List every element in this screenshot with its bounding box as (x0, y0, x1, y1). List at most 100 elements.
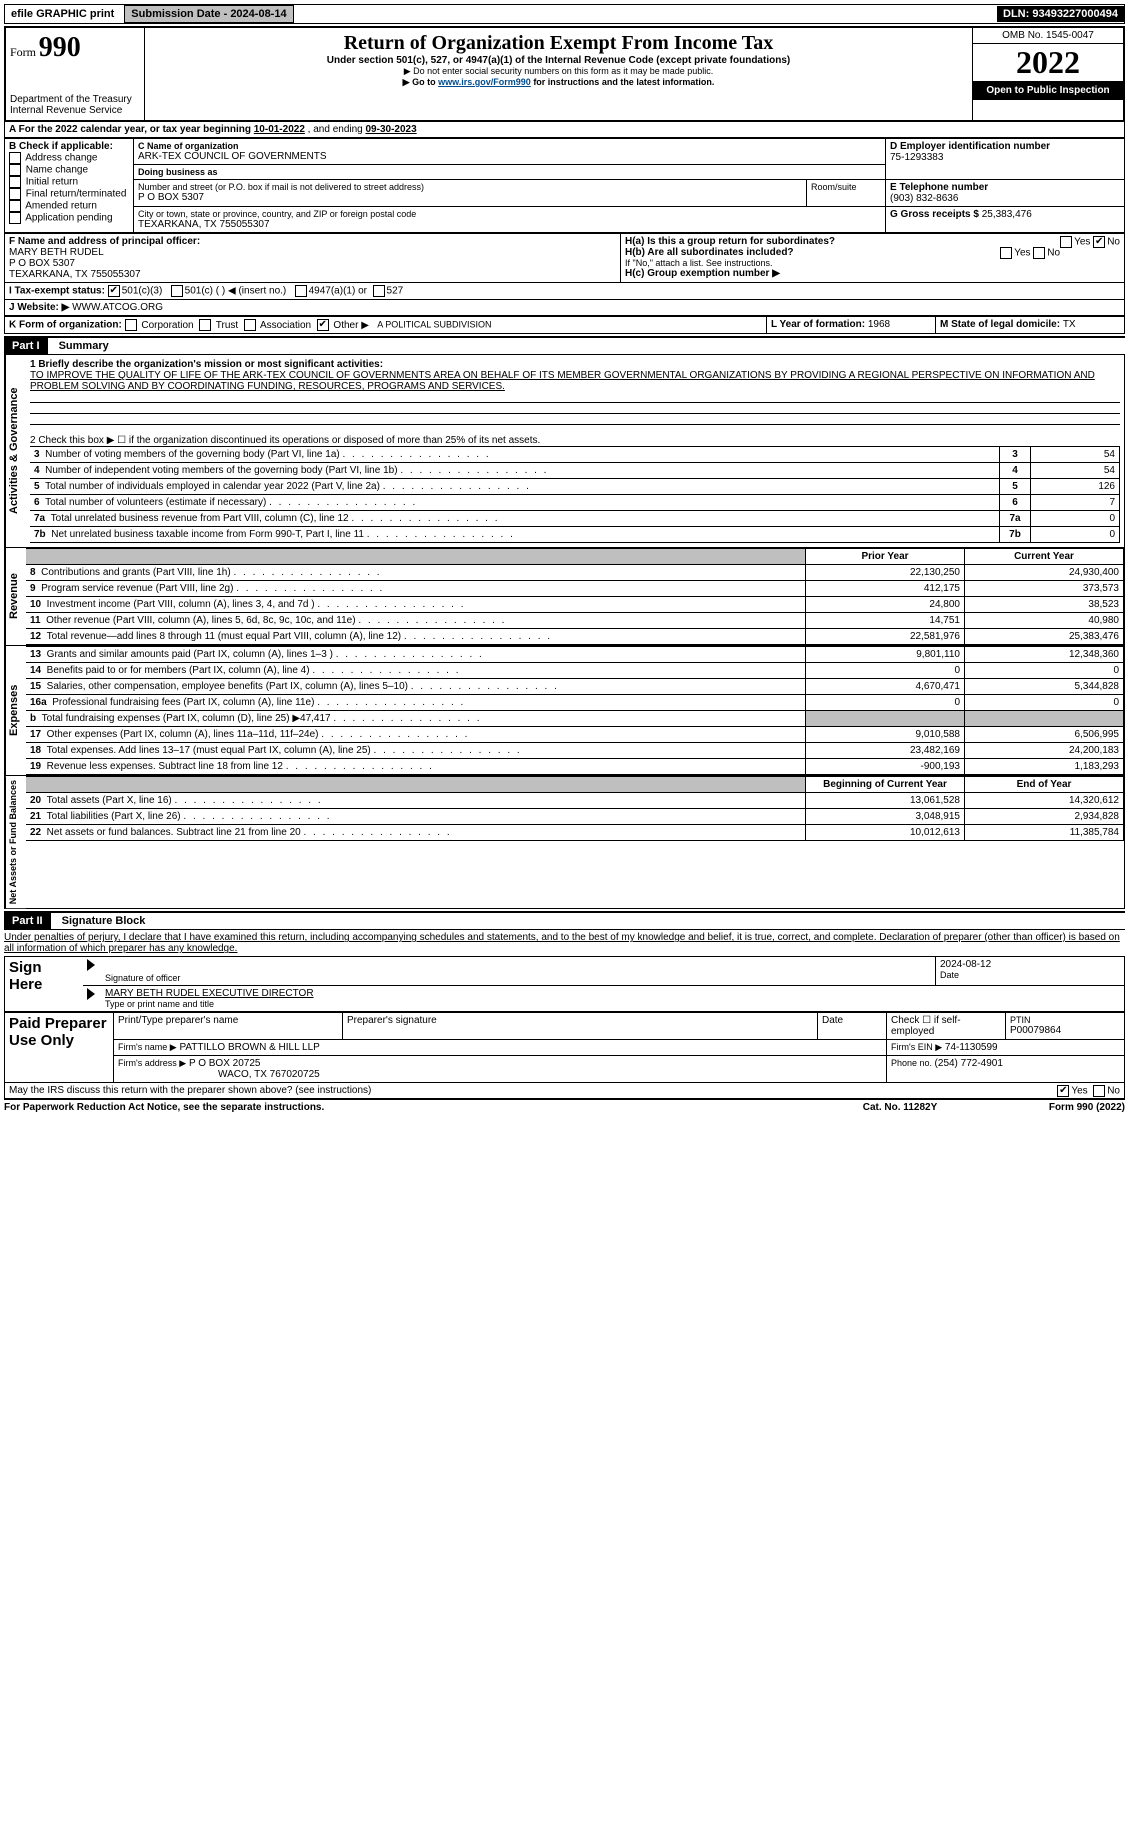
ha-no-checkbox[interactable] (1093, 236, 1105, 248)
section-i: I Tax-exempt status: 501(c)(3) 501(c) ( … (4, 283, 1125, 300)
k-checkbox[interactable] (125, 319, 137, 331)
period-a-label: A For the 2022 calendar year, or tax yea… (9, 124, 254, 135)
mission-text: TO IMPROVE THE QUALITY OF LIFE OF THE AR… (30, 370, 1120, 392)
b-checkbox[interactable] (9, 176, 21, 188)
table-row: 15 Salaries, other compensation, employe… (26, 679, 1124, 695)
footer-left: For Paperwork Reduction Act Notice, see … (4, 1102, 825, 1113)
dln-box: DLN: 93493227000494 (997, 6, 1124, 22)
k-checkbox[interactable] (199, 319, 211, 331)
hb-no: No (1047, 248, 1060, 259)
table-row: 3 Number of voting members of the govern… (30, 447, 1120, 463)
b-option: Final return/terminated (9, 188, 129, 200)
discuss-yes-checkbox[interactable] (1057, 1085, 1069, 1097)
firm-name: PATTILLO BROWN & HILL LLP (179, 1042, 319, 1053)
dba-label: Doing business as (138, 167, 881, 177)
i-527-checkbox[interactable] (373, 285, 385, 297)
org-name: ARK-TEX COUNCIL OF GOVERNMENTS (138, 151, 881, 162)
k-option: Trust (199, 320, 244, 331)
table-row: 14 Benefits paid to or for members (Part… (26, 663, 1124, 679)
hb-yes: Yes (1014, 248, 1030, 259)
table-row: 18 Total expenses. Add lines 13–17 (must… (26, 743, 1124, 759)
table-row: 4 Number of independent voting members o… (30, 463, 1120, 479)
table-row: 10 Investment income (Part VIII, column … (26, 597, 1124, 613)
paid-preparer-table: Paid Preparer Use Only Print/Type prepar… (4, 1012, 1125, 1083)
governance-table: 3 Number of voting members of the govern… (30, 446, 1120, 543)
firm-phone: (254) 772-4901 (935, 1058, 1003, 1069)
b-option: Address change (9, 152, 129, 164)
table-header: Prior YearCurrent Year (26, 549, 1124, 565)
period-begin: 10-01-2022 (254, 124, 305, 135)
hb-note: If "No," attach a list. See instructions… (625, 258, 1120, 268)
i-501c3-checkbox[interactable] (108, 285, 120, 297)
entity-info-table: B Check if applicable: Address change Na… (4, 138, 1125, 233)
website-value: WWW.ATCOG.ORG (72, 302, 163, 313)
phone-value: (903) 832-8636 (890, 193, 1120, 204)
line2-text: 2 Check this box ▶ ☐ if the organization… (30, 435, 1120, 446)
table-row: 19 Revenue less expenses. Subtract line … (26, 759, 1124, 775)
b-checkbox[interactable] (9, 200, 21, 212)
i-501c-checkbox[interactable] (171, 285, 183, 297)
b-checkbox[interactable] (9, 212, 21, 224)
firm-ein-label: Firm's EIN ▶ (891, 1042, 942, 1052)
i-label: I Tax-exempt status: (9, 286, 105, 297)
e-label: E Telephone number (890, 182, 1120, 193)
k-option: Association (244, 320, 317, 331)
b-option: Name change (9, 164, 129, 176)
firm-addr1: P O BOX 20725 (189, 1058, 261, 1069)
irs-link[interactable]: www.irs.gov/Form990 (438, 77, 531, 87)
arrow-icon (87, 988, 95, 1000)
k-checkbox[interactable] (317, 319, 329, 331)
b-checkbox[interactable] (9, 152, 21, 164)
b-label: B Check if applicable: (9, 141, 129, 152)
prep-name-label: Print/Type preparer's name (114, 1013, 343, 1040)
b-checkbox[interactable] (9, 164, 21, 176)
prep-sig-label: Preparer's signature (343, 1013, 818, 1040)
sign-here-table: Sign Here Signature of officer 2024-08-1… (4, 956, 1125, 1012)
discuss-question: May the IRS discuss this return with the… (9, 1085, 371, 1096)
f-label: F Name and address of principal officer: (9, 236, 616, 247)
period-mid: , and ending (308, 124, 366, 135)
period-end: 09-30-2023 (366, 124, 417, 135)
table-row: 21 Total liabilities (Part X, line 26) 3… (26, 809, 1124, 825)
i-opt2: 501(c) ( ) ◀ (insert no.) (185, 286, 287, 297)
ha-yes-checkbox[interactable] (1060, 236, 1072, 248)
revenue-table: Prior YearCurrent Year8 Contributions an… (26, 548, 1124, 645)
netassets-table: Beginning of Current YearEnd of Year20 T… (26, 776, 1124, 841)
discuss-no-checkbox[interactable] (1093, 1085, 1105, 1097)
hb-yes-checkbox[interactable] (1000, 247, 1012, 259)
paid-preparer-label: Paid Preparer Use Only (5, 1013, 114, 1083)
part2-bar: Part II (4, 913, 51, 929)
netassets-block: Net Assets or Fund Balances Beginning of… (4, 776, 1125, 909)
b-checkbox[interactable] (9, 188, 21, 200)
d-label: D Employer identification number (890, 141, 1120, 152)
firm-addr2: WACO, TX 767020725 (118, 1069, 882, 1080)
irs-label: Internal Revenue Service (10, 105, 140, 116)
omb-number: OMB No. 1545-0047 (973, 28, 1123, 44)
k-checkbox[interactable] (244, 319, 256, 331)
open-public-badge: Open to Public Inspection (973, 81, 1123, 100)
firm-addr-label: Firm's address ▶ (118, 1058, 186, 1068)
tax-period-row: A For the 2022 calendar year, or tax yea… (4, 122, 1125, 138)
table-row: 17 Other expenses (Part IX, column (A), … (26, 727, 1124, 743)
gross-receipts: 25,383,476 (982, 209, 1032, 220)
k-option: Other ▶ (317, 320, 375, 331)
ha-yes: Yes (1074, 237, 1090, 248)
vert-netassets: Net Assets or Fund Balances (5, 776, 26, 908)
form-prefix: Form (10, 45, 36, 59)
sign-date-label: Date (940, 970, 1120, 980)
sig-of-officer-label: Signature of officer (105, 973, 931, 983)
dept-label: Department of the Treasury (10, 94, 140, 105)
part2-header: Part II Signature Block (4, 911, 1125, 930)
arrow-icon (87, 959, 95, 971)
table-row: 9 Program service revenue (Part VIII, li… (26, 581, 1124, 597)
b-option: Initial return (9, 176, 129, 188)
i-4947-checkbox[interactable] (295, 285, 307, 297)
governance-block: Activities & Governance 1 Briefly descri… (4, 355, 1125, 548)
section-j: J Website: ▶ WWW.ATCOG.ORG (4, 300, 1125, 316)
discuss-no: No (1107, 1086, 1120, 1097)
form-number: 990 (39, 32, 81, 63)
k-option: Corporation (125, 320, 200, 331)
j-label: J Website: ▶ (9, 302, 69, 313)
sign-here-label: Sign Here (5, 957, 84, 1012)
hb-no-checkbox[interactable] (1033, 247, 1045, 259)
